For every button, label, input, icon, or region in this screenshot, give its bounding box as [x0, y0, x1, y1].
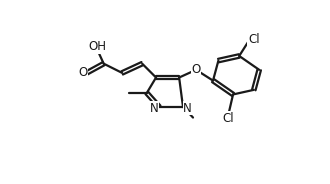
Text: O: O — [191, 63, 201, 76]
Text: Cl: Cl — [248, 33, 260, 45]
Text: N: N — [183, 102, 192, 115]
Text: N: N — [150, 102, 159, 115]
Text: Cl: Cl — [223, 112, 234, 125]
Text: OH: OH — [88, 40, 107, 53]
Text: O: O — [78, 66, 87, 79]
